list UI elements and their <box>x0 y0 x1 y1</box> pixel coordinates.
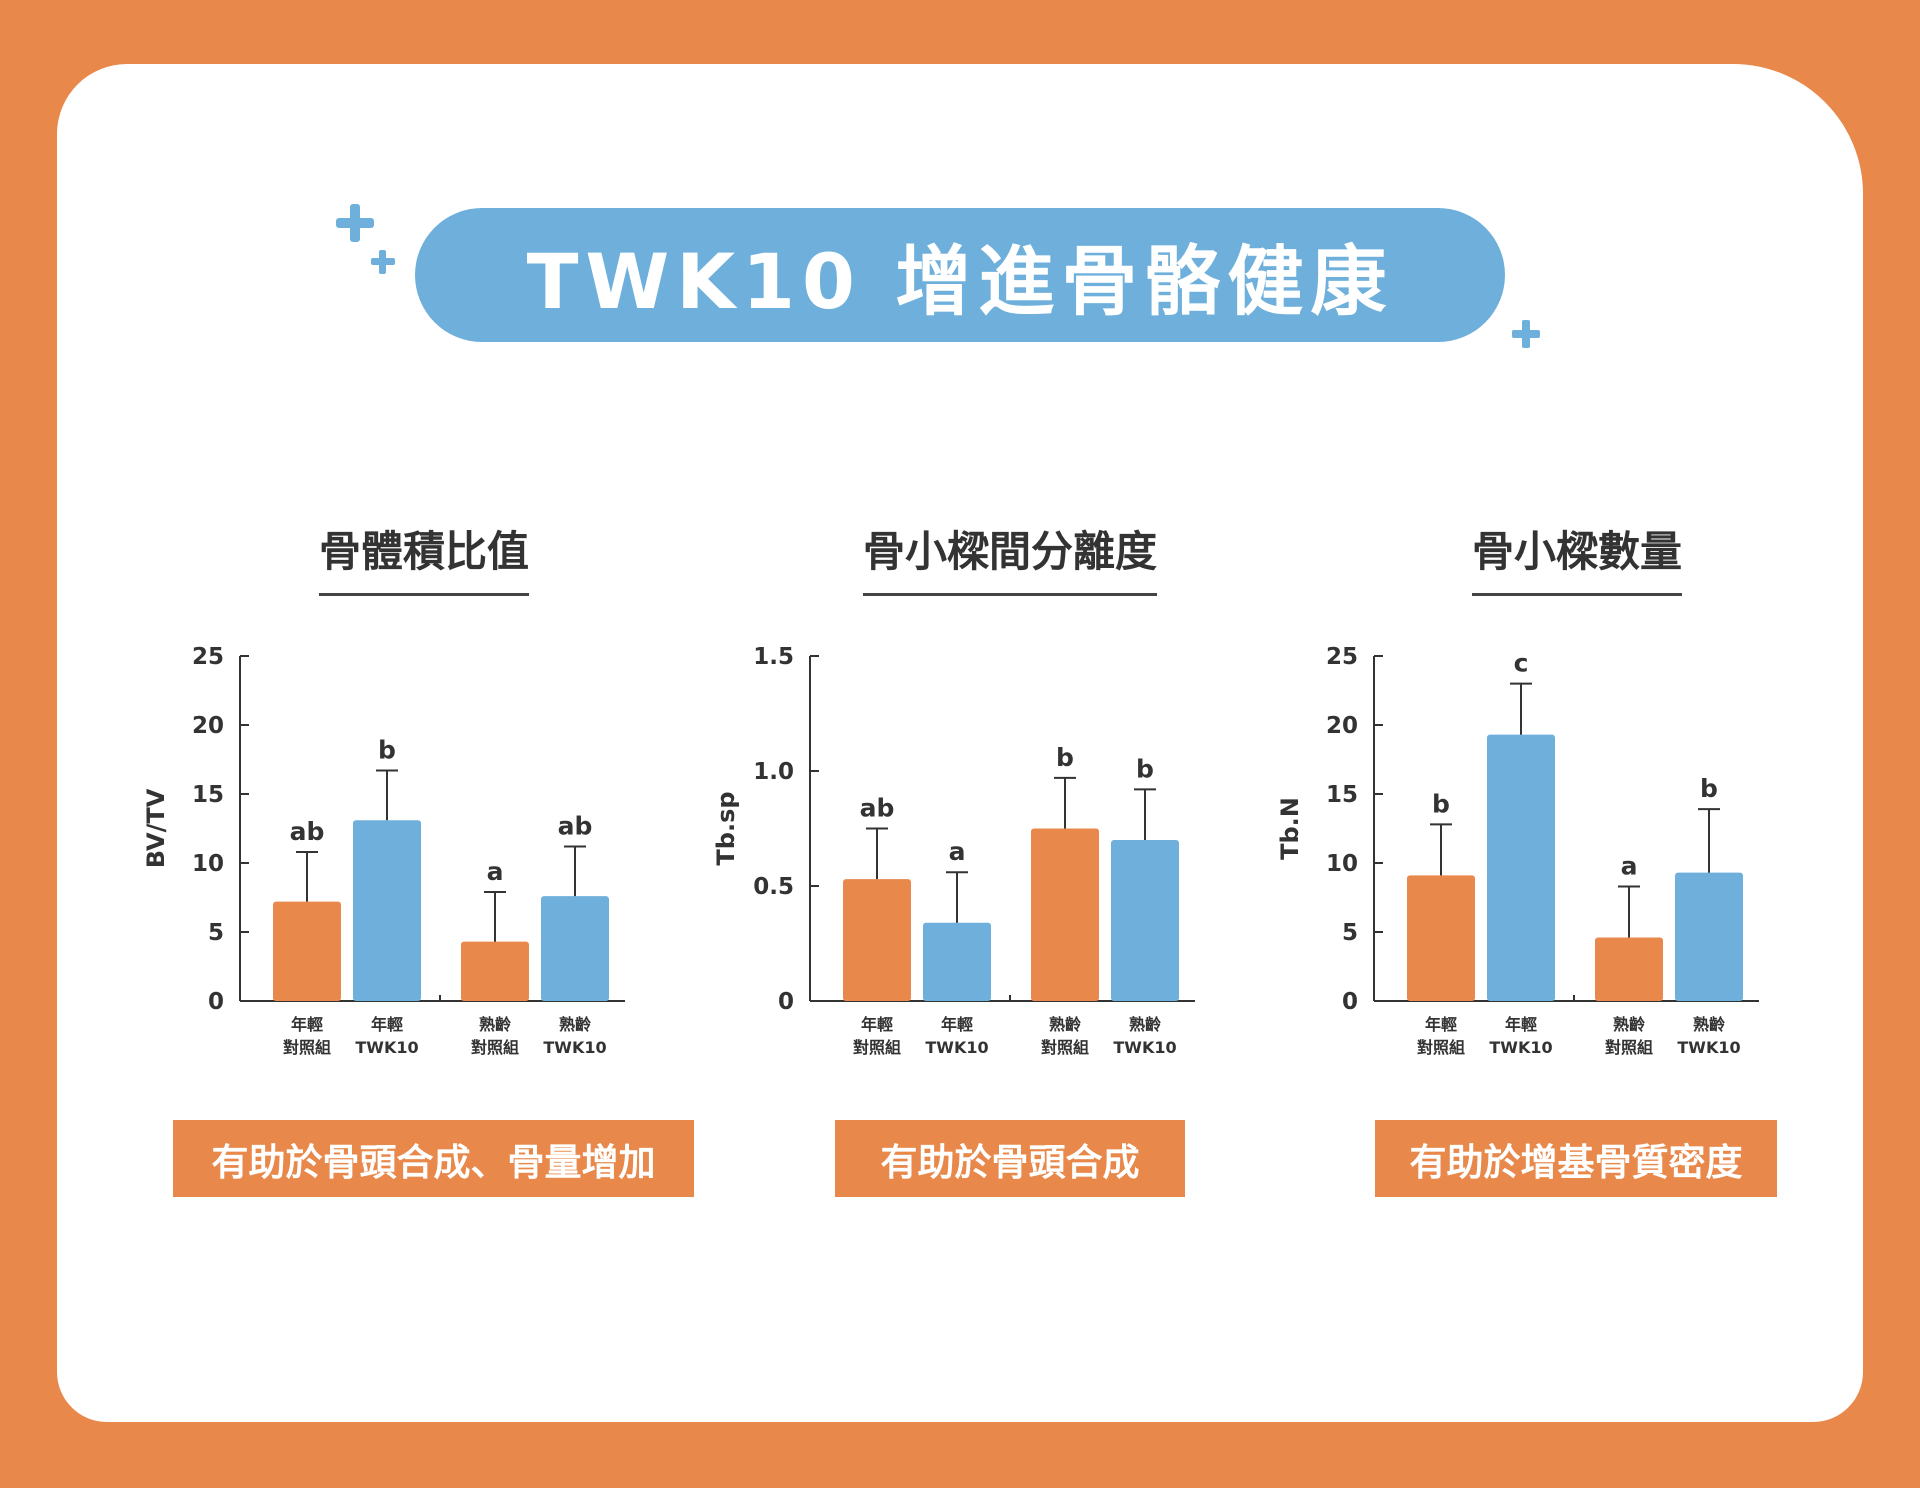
x-tick-label: 年輕 <box>861 1015 893 1034</box>
significance-label: ab <box>290 817 325 846</box>
bar <box>1487 734 1555 1001</box>
y-tick-label: 20 <box>1326 713 1358 739</box>
significance-label: a <box>1621 851 1638 880</box>
y-tick-label: 0.5 <box>753 874 794 900</box>
chart-heading-1: 骨體積比值 <box>318 518 530 596</box>
x-tick-label: TWK10 <box>1489 1038 1552 1057</box>
significance-label: b <box>1432 789 1450 818</box>
bar <box>541 896 609 1001</box>
y-tick-label: 1.0 <box>753 759 794 785</box>
bar <box>1675 872 1743 1001</box>
significance-label: b <box>378 736 396 765</box>
x-tick-label: 熟齡 <box>559 1015 591 1034</box>
x-tick-label: TWK10 <box>543 1038 606 1057</box>
title-banner: TWK10 增進骨骼健康 <box>415 208 1505 342</box>
x-tick-label: 對照組 <box>1417 1038 1465 1057</box>
caption-1: 有助於骨頭合成、骨量增加 <box>173 1120 694 1197</box>
x-tick-label: 年輕 <box>371 1015 403 1034</box>
y-tick-label: 25 <box>1326 644 1358 670</box>
y-tick-label: 5 <box>1342 920 1358 946</box>
caption-2: 有助於骨頭合成 <box>835 1120 1185 1197</box>
chart-heading-3: 骨小樑數量 <box>1471 518 1683 596</box>
bar <box>1111 840 1179 1001</box>
y-axis-label: Tb.N <box>1276 797 1304 860</box>
y-tick-label: 0 <box>778 989 794 1015</box>
significance-label: b <box>1136 754 1154 783</box>
x-tick-label: 熟齡 <box>1613 1015 1645 1034</box>
x-tick-label: 對照組 <box>853 1038 901 1057</box>
caption-3: 有助於增基骨質密度 <box>1375 1120 1777 1197</box>
significance-label: a <box>949 837 966 866</box>
y-tick-label: 0 <box>1342 989 1358 1015</box>
y-tick-label: 10 <box>192 851 224 877</box>
significance-label: a <box>487 857 504 886</box>
x-tick-label: 對照組 <box>283 1038 331 1057</box>
bar <box>273 901 341 1001</box>
x-tick-label: 熟齡 <box>479 1015 511 1034</box>
x-tick-label: 年輕 <box>291 1015 323 1034</box>
x-tick-label: TWK10 <box>925 1038 988 1057</box>
bar <box>1031 828 1099 1001</box>
y-tick-label: 1.5 <box>753 644 794 670</box>
page-title: TWK10 增進骨骼健康 <box>526 237 1394 326</box>
x-tick-label: 熟齡 <box>1049 1015 1081 1034</box>
bar <box>461 941 529 1001</box>
bar <box>1595 937 1663 1001</box>
bar <box>923 922 991 1001</box>
bar <box>843 879 911 1001</box>
significance-label: b <box>1056 743 1074 772</box>
x-tick-label: 對照組 <box>1041 1038 1089 1057</box>
bar <box>1407 875 1475 1001</box>
y-tick-label: 5 <box>208 920 224 946</box>
x-tick-label: 對照組 <box>1605 1038 1653 1057</box>
y-axis-label: Tb.sp <box>712 791 740 865</box>
x-tick-label: 年輕 <box>1425 1015 1457 1034</box>
significance-label: ab <box>860 794 895 823</box>
x-tick-label: 熟齡 <box>1693 1015 1725 1034</box>
y-axis-label: BV/TV <box>142 788 170 868</box>
plus-sparkle-icon <box>1512 320 1540 348</box>
y-tick-label: 20 <box>192 713 224 739</box>
x-tick-label: 熟齡 <box>1129 1015 1161 1034</box>
x-tick-label: 年輕 <box>1505 1015 1537 1034</box>
x-tick-label: 年輕 <box>941 1015 973 1034</box>
y-tick-label: 15 <box>192 782 224 808</box>
x-tick-label: TWK10 <box>355 1038 418 1057</box>
chart-heading-2: 骨小樑間分離度 <box>862 518 1158 596</box>
x-tick-label: 對照組 <box>471 1038 519 1057</box>
bar <box>353 820 421 1001</box>
y-tick-label: 15 <box>1326 782 1358 808</box>
significance-label: c <box>1514 649 1529 678</box>
plus-sparkle-icon <box>336 204 395 274</box>
y-tick-label: 0 <box>208 989 224 1015</box>
significance-label: ab <box>558 811 593 840</box>
y-tick-label: 10 <box>1326 851 1358 877</box>
significance-label: b <box>1700 774 1718 803</box>
y-tick-label: 25 <box>192 644 224 670</box>
x-tick-label: TWK10 <box>1113 1038 1176 1057</box>
x-tick-label: TWK10 <box>1677 1038 1740 1057</box>
